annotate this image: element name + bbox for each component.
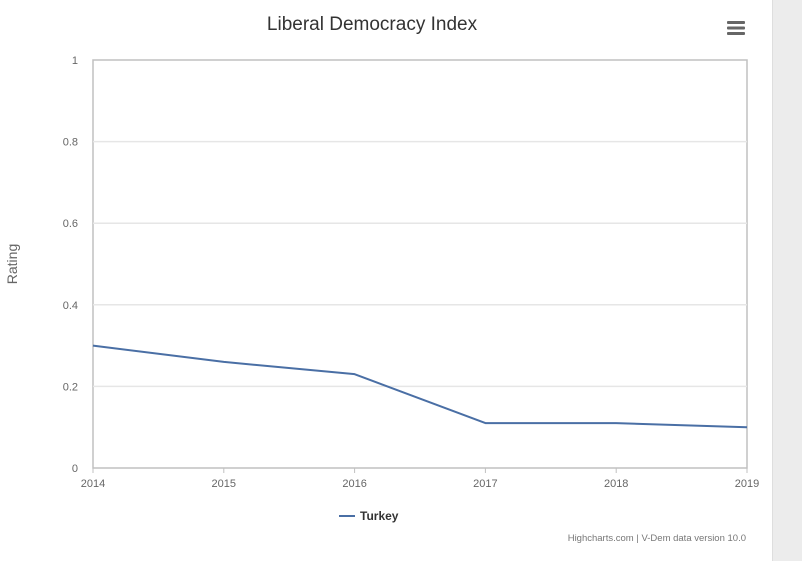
data-point[interactable] <box>221 359 227 365</box>
line-chart: Liberal Democracy Index 0 0.2 0.4 0.6 0.8 1 2… <box>4 14 759 544</box>
page-scrollbar[interactable] <box>772 0 802 561</box>
y-axis-label: Rating <box>4 244 20 284</box>
hamburger-menu-icon[interactable] <box>724 14 750 40</box>
y-axis-ticks: 0 0.2 0.4 0.6 0.8 1 <box>63 55 78 475</box>
x-tick-label: 2018 <box>604 478 628 490</box>
data-point[interactable] <box>352 371 358 377</box>
x-tick-label: 2019 <box>735 478 759 490</box>
x-tick-marks <box>92 468 748 473</box>
chart-title: Liberal Democracy Index <box>267 14 478 35</box>
grid-lines <box>93 140 747 388</box>
y-tick-label: 0 <box>72 463 78 475</box>
series-line-turkey[interactable] <box>92 344 748 429</box>
data-point[interactable] <box>744 424 750 430</box>
y-tick-label: 1 <box>72 55 78 67</box>
y-tick-label: 0.4 <box>63 300 78 312</box>
y-tick-label: 0.6 <box>63 218 78 230</box>
data-point[interactable] <box>90 343 96 349</box>
x-tick-label: 2015 <box>212 478 236 490</box>
x-tick-label: 2017 <box>473 478 497 490</box>
x-tick-label: 2016 <box>342 478 366 490</box>
legend-item-turkey[interactable]: Turkey <box>360 509 399 523</box>
credits-text[interactable]: Highcharts.com | V-Dem data version 10.0 <box>568 533 746 544</box>
plot-area <box>92 59 748 469</box>
x-tick-label: 2014 <box>81 478 105 490</box>
data-point[interactable] <box>613 420 619 426</box>
x-axis-ticks: 2014 2015 2016 2017 2018 2019 <box>81 478 759 490</box>
y-tick-label: 0.8 <box>63 137 78 149</box>
legend[interactable]: Turkey <box>339 509 399 523</box>
series-layer <box>90 343 750 430</box>
data-point[interactable] <box>482 420 488 426</box>
y-tick-label: 0.2 <box>63 381 78 393</box>
